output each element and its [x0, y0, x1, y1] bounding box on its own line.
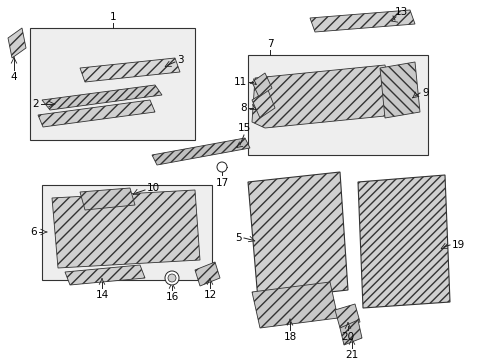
Text: 2: 2	[32, 99, 39, 109]
Polygon shape	[339, 320, 361, 345]
Text: 19: 19	[451, 240, 464, 250]
Polygon shape	[251, 282, 337, 328]
Polygon shape	[65, 265, 145, 285]
Bar	[247, 55, 427, 155]
Polygon shape	[152, 138, 249, 165]
Bar	[30, 28, 195, 140]
Text: 20: 20	[341, 332, 354, 342]
Polygon shape	[357, 175, 449, 308]
Text: 11: 11	[233, 77, 246, 87]
Polygon shape	[251, 73, 271, 97]
Text: 1: 1	[109, 12, 116, 22]
Polygon shape	[195, 262, 220, 286]
Polygon shape	[80, 188, 135, 210]
Text: 12: 12	[203, 290, 216, 300]
Polygon shape	[251, 90, 274, 118]
Text: 10: 10	[147, 183, 160, 193]
Text: 9: 9	[421, 88, 428, 98]
Polygon shape	[334, 304, 359, 328]
Text: 21: 21	[345, 350, 358, 360]
Polygon shape	[52, 190, 200, 268]
Text: 14: 14	[95, 290, 108, 300]
Text: 7: 7	[266, 39, 273, 49]
Polygon shape	[379, 62, 419, 118]
Text: 17: 17	[215, 178, 228, 188]
Text: 18: 18	[283, 332, 296, 342]
Text: 5: 5	[235, 233, 242, 243]
Polygon shape	[8, 28, 26, 58]
Circle shape	[168, 274, 176, 282]
Text: 16: 16	[165, 292, 178, 302]
Polygon shape	[38, 100, 155, 127]
Bar	[42, 185, 212, 280]
Polygon shape	[42, 85, 162, 110]
Text: 8: 8	[240, 103, 246, 113]
Text: 6: 6	[30, 227, 37, 237]
Circle shape	[164, 271, 179, 285]
Circle shape	[217, 162, 226, 172]
Polygon shape	[251, 65, 394, 128]
Polygon shape	[309, 10, 414, 32]
Text: 15: 15	[237, 123, 250, 133]
Polygon shape	[80, 58, 180, 82]
Text: 13: 13	[394, 7, 407, 17]
Text: 3: 3	[177, 55, 183, 65]
Polygon shape	[247, 172, 347, 300]
Text: 4: 4	[11, 72, 17, 82]
